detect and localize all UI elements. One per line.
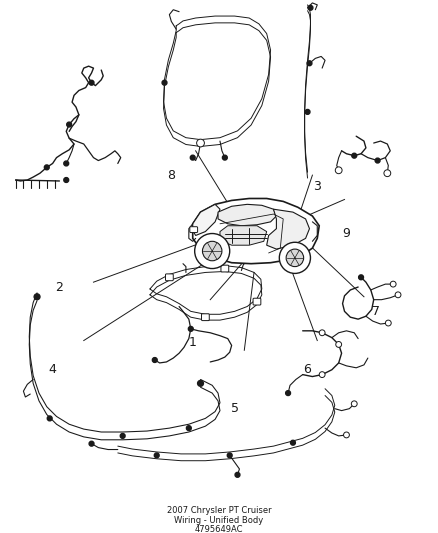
Text: 4795649AC: 4795649AC (195, 526, 243, 533)
Circle shape (319, 372, 325, 377)
Circle shape (390, 281, 396, 287)
Circle shape (190, 155, 195, 160)
Circle shape (227, 453, 232, 458)
Circle shape (34, 294, 40, 300)
Circle shape (286, 391, 290, 395)
Text: 8: 8 (167, 168, 175, 182)
Text: 9: 9 (343, 227, 350, 240)
Circle shape (359, 275, 364, 280)
Circle shape (223, 155, 227, 160)
Circle shape (290, 440, 295, 445)
Circle shape (188, 326, 193, 332)
Text: 7: 7 (372, 305, 380, 318)
FancyBboxPatch shape (221, 265, 229, 272)
FancyBboxPatch shape (253, 298, 261, 305)
Text: 4: 4 (49, 364, 57, 376)
Circle shape (335, 167, 342, 174)
Circle shape (89, 80, 94, 85)
Circle shape (89, 441, 94, 446)
Circle shape (64, 177, 69, 182)
Circle shape (152, 358, 157, 362)
Circle shape (235, 472, 240, 477)
Circle shape (120, 433, 125, 438)
Circle shape (198, 381, 203, 386)
Circle shape (162, 80, 167, 85)
Circle shape (336, 342, 342, 348)
Circle shape (154, 453, 159, 458)
Circle shape (385, 320, 391, 326)
Circle shape (44, 165, 49, 170)
FancyBboxPatch shape (201, 314, 209, 321)
Text: 3: 3 (313, 180, 321, 193)
Circle shape (319, 330, 325, 336)
Circle shape (197, 139, 205, 147)
Circle shape (384, 170, 391, 176)
Polygon shape (218, 204, 276, 226)
Circle shape (351, 401, 357, 407)
Circle shape (395, 292, 401, 298)
FancyBboxPatch shape (190, 227, 198, 232)
Circle shape (194, 233, 230, 269)
Circle shape (279, 243, 311, 273)
Circle shape (187, 426, 191, 431)
Circle shape (286, 249, 304, 266)
Polygon shape (193, 198, 319, 264)
Circle shape (202, 241, 222, 261)
Polygon shape (267, 209, 310, 249)
Text: 6: 6 (304, 364, 311, 376)
Polygon shape (193, 204, 220, 236)
Text: 5: 5 (230, 402, 239, 415)
Polygon shape (220, 226, 267, 245)
Circle shape (375, 158, 380, 163)
Circle shape (308, 5, 313, 10)
Circle shape (343, 432, 350, 438)
Circle shape (307, 61, 312, 66)
Circle shape (305, 109, 310, 114)
Text: 2: 2 (56, 280, 64, 294)
Text: 1: 1 (189, 336, 197, 349)
Circle shape (47, 416, 52, 421)
FancyBboxPatch shape (166, 274, 173, 281)
Text: Wiring - Unified Body: Wiring - Unified Body (174, 516, 264, 524)
Circle shape (64, 161, 69, 166)
Circle shape (352, 154, 357, 158)
Circle shape (67, 122, 71, 127)
Text: 2007 Chrysler PT Cruiser: 2007 Chrysler PT Cruiser (167, 506, 271, 515)
